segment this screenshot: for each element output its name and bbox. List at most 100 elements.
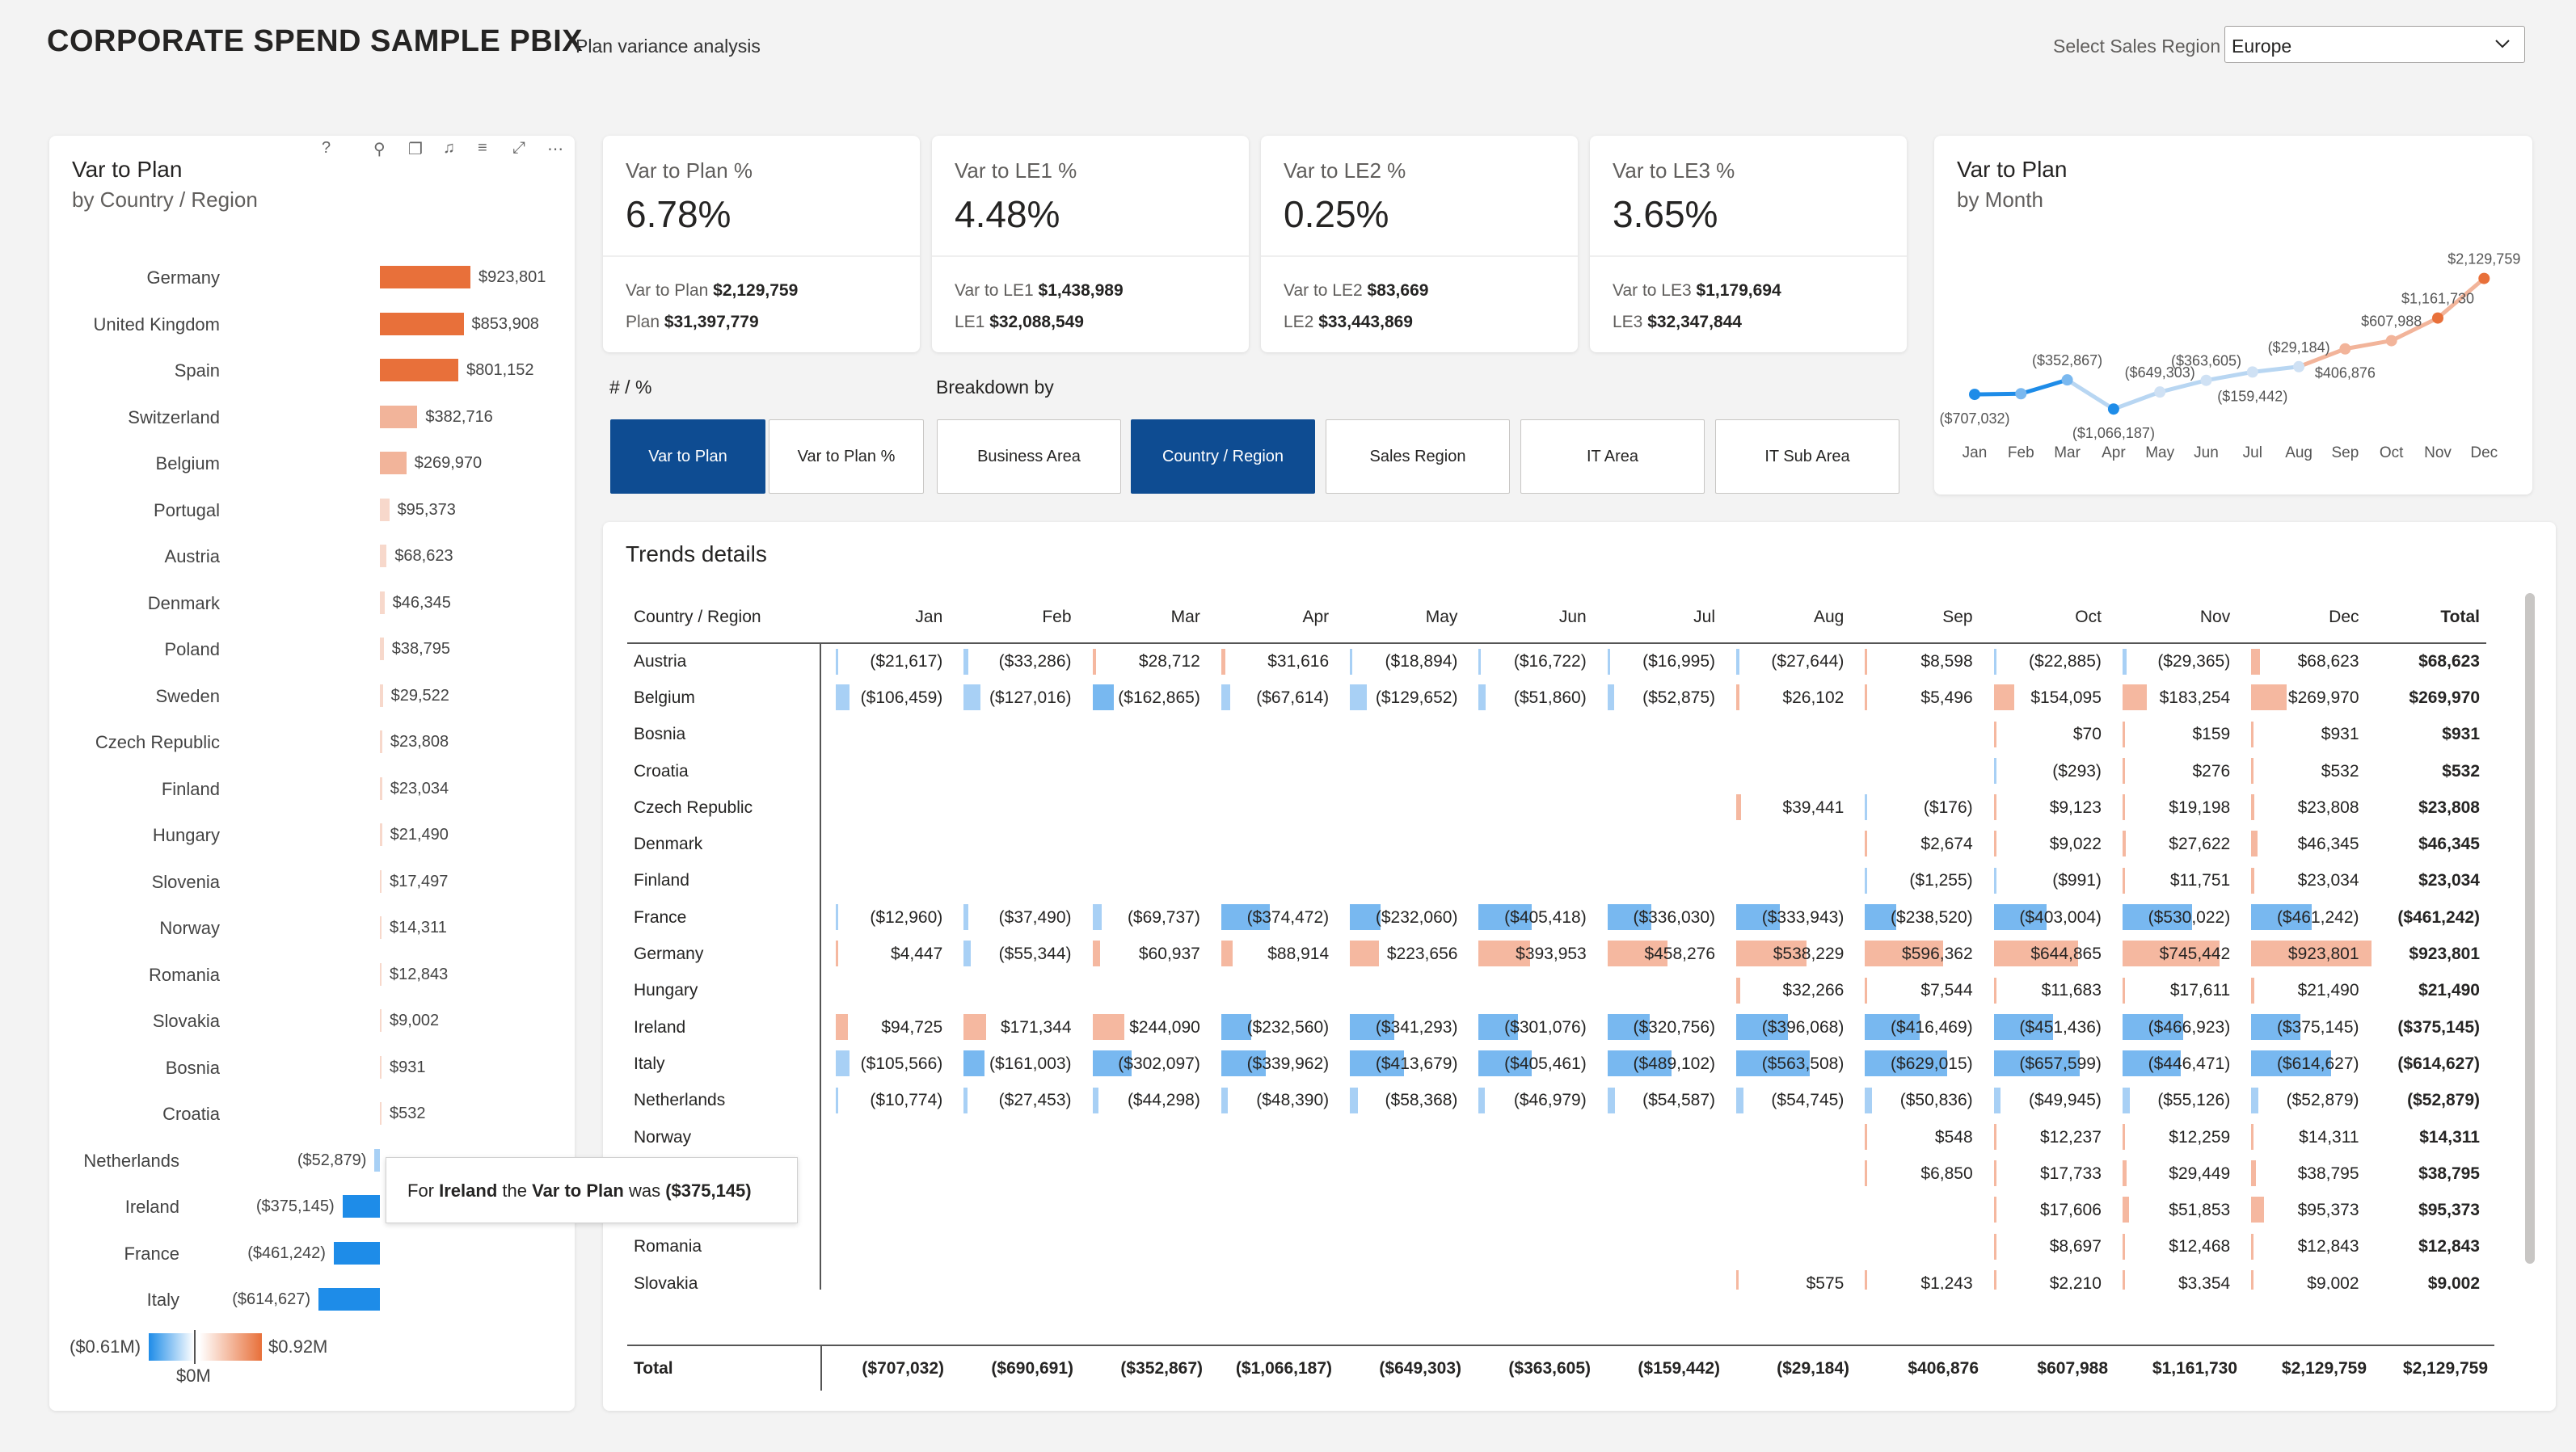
kpi-card[interactable]: Var to Plan % 6.78% Var to Plan $2,129,759… bbox=[603, 136, 920, 352]
table-cell: ($657,599) bbox=[1979, 1046, 2108, 1082]
more-options-icon[interactable]: ⋯ bbox=[547, 141, 563, 158]
column-header[interactable]: Country / Region bbox=[627, 591, 820, 644]
country-bar[interactable] bbox=[380, 684, 383, 707]
help-icon[interactable]: ? bbox=[322, 139, 331, 157]
country-bar[interactable] bbox=[380, 452, 407, 474]
table-row[interactable]: Finland ($1,255) ($991) $11,751 $23,034 $23,0… bbox=[627, 862, 2486, 900]
column-header[interactable]: Oct bbox=[1979, 591, 2108, 644]
vertical-scrollbar[interactable] bbox=[2525, 593, 2535, 1264]
table-row[interactable]: Norway $548 $12,237 $12,259 $14,311 $14,311 bbox=[627, 1118, 2486, 1156]
table-row[interactable]: Denmark $2,674 $9,022 $27,622 $46,345 $46,345 bbox=[627, 826, 2486, 863]
column-header[interactable]: Nov bbox=[2107, 591, 2237, 644]
country-bar[interactable] bbox=[380, 545, 387, 567]
cell-value: $244,090 bbox=[1129, 1017, 1200, 1037]
table-row[interactable]: Croatia ($293) $276 $532 $532 bbox=[627, 752, 2486, 790]
country-bar[interactable] bbox=[380, 730, 382, 753]
column-header[interactable]: Mar bbox=[1077, 591, 1207, 644]
cell-value: ($293) bbox=[2052, 761, 2102, 781]
trends-details-visual[interactable]: Trends details Country / Region Jan Feb Mar… bbox=[603, 522, 2556, 1411]
table-row[interactable]: Italy ($105,566) ($161,003) ($302,097) ($339… bbox=[627, 1046, 2486, 1083]
kpi-card[interactable]: Var to LE2 % 0.25% Var to LE2 $83,669 LE2 $… bbox=[1261, 136, 1578, 352]
column-header[interactable]: Total bbox=[2365, 591, 2486, 644]
column-header[interactable]: Jan bbox=[820, 591, 950, 644]
table-row[interactable]: Bosnia $70 $159 $931 $931 bbox=[627, 716, 2486, 753]
focus-mode-icon[interactable]: ⤢ bbox=[512, 139, 525, 157]
column-header[interactable]: Apr bbox=[1206, 591, 1336, 644]
var-to-plan-by-month-visual[interactable]: Var to Plan by Month ($707,032) Jan Feb ($3… bbox=[1934, 136, 2532, 495]
breakdown-toggle-button[interactable]: IT Area bbox=[1520, 419, 1705, 494]
table-row[interactable]: Slovakia $575 $1,243 $2,210 $3,354 $9,002 $9,0… bbox=[627, 1265, 2486, 1290]
table-cell: $159 bbox=[2108, 717, 2237, 753]
country-bar[interactable] bbox=[342, 1195, 380, 1218]
table-cell bbox=[1078, 789, 1207, 826]
country-bar[interactable] bbox=[380, 823, 382, 846]
country-bar[interactable] bbox=[318, 1288, 380, 1311]
trends-table-viewport[interactable]: Country / Region Jan Feb Mar Apr May Jun Jul Aug… bbox=[627, 591, 2486, 1290]
table-row[interactable]: Austria ($21,617) ($33,286) $28,712 $31,616 (… bbox=[627, 643, 2486, 680]
cell-value: ($161,003) bbox=[989, 1054, 1072, 1073]
table-row[interactable]: Czech Republic $39,441 ($176) $9,123 $19,198… bbox=[627, 789, 2486, 827]
column-header[interactable]: Aug bbox=[1722, 591, 1851, 644]
country-bar[interactable] bbox=[380, 312, 464, 335]
table-cell bbox=[1335, 826, 1464, 862]
country-bar[interactable] bbox=[380, 359, 459, 381]
cell-data-bar bbox=[2251, 1270, 2254, 1290]
table-row[interactable]: Belgium ($106,459) ($127,016) ($162,865) ($6… bbox=[627, 680, 2486, 717]
country-bar[interactable] bbox=[380, 498, 390, 521]
cell-value: $183,254 bbox=[2159, 688, 2231, 707]
table-row[interactable]: Portugal$17,606$51,853$95,373$95,373 bbox=[627, 1192, 2486, 1229]
breakdown-toggle-button[interactable]: IT Sub Area bbox=[1715, 419, 1899, 494]
country-bar[interactable] bbox=[380, 1102, 382, 1125]
column-header[interactable]: Jul bbox=[1592, 591, 1722, 644]
cell-data-bar bbox=[1993, 649, 1997, 675]
column-header[interactable]: Sep bbox=[1850, 591, 1979, 644]
kpi-card[interactable]: Var to LE3 % 3.65% Var to LE3 $1,179,694 LE… bbox=[1590, 136, 1907, 352]
cell-data-bar bbox=[1993, 904, 2047, 931]
column-header[interactable]: May bbox=[1335, 591, 1465, 644]
bell-icon[interactable]: ♫ bbox=[443, 139, 455, 157]
sales-region-dropdown[interactable]: Europe bbox=[2224, 26, 2525, 63]
table-row[interactable]: Romania $8,697 $12,468 $12,843 $12,843 bbox=[627, 1228, 2486, 1266]
measure-toggle-button[interactable]: Var to Plan % bbox=[769, 419, 924, 494]
country-bar[interactable] bbox=[380, 591, 385, 614]
table-cell bbox=[820, 1155, 949, 1192]
kpi-card[interactable]: Var to LE1 % 4.48% Var to LE1 $1,438,989 LE… bbox=[932, 136, 1249, 352]
cell-data-bar bbox=[2251, 867, 2254, 894]
country-bar[interactable] bbox=[380, 869, 382, 893]
cell-data-bar bbox=[1865, 1160, 1868, 1187]
country-bar[interactable] bbox=[333, 1241, 380, 1265]
x-tick-label: Mar bbox=[2054, 444, 2081, 461]
cell-data-bar bbox=[2251, 831, 2258, 857]
breakdown-toggle-button[interactable]: Business Area bbox=[937, 419, 1121, 494]
country-bar[interactable] bbox=[374, 1148, 380, 1172]
cell-value: ($301,076) bbox=[1504, 1017, 1587, 1037]
table-row[interactable]: Netherlands ($10,774) ($27,453) ($44,298) ($… bbox=[627, 1082, 2486, 1119]
copy-icon[interactable]: ❐ bbox=[408, 141, 423, 158]
country-bar[interactable] bbox=[380, 1055, 382, 1079]
cell-value: $12,843 bbox=[2297, 1237, 2359, 1256]
pin-icon[interactable]: ⚲ bbox=[373, 141, 386, 158]
column-header[interactable]: Jun bbox=[1464, 591, 1593, 644]
country-bar[interactable] bbox=[380, 638, 384, 660]
row-total: $923,801 bbox=[2409, 945, 2480, 964]
country-bar[interactable] bbox=[380, 1009, 382, 1032]
table-row[interactable]: Ireland $94,725 $171,344 $244,090 ($232,560)… bbox=[627, 1008, 2486, 1046]
table-row[interactable]: Germany $4,447 ($55,344) $60,937 $88,914 $223… bbox=[627, 936, 2486, 973]
country-bar[interactable] bbox=[380, 405, 418, 428]
country-bar[interactable] bbox=[380, 266, 470, 288]
breakdown-toggle-button[interactable]: Country / Region bbox=[1131, 419, 1315, 494]
country-bar[interactable] bbox=[380, 962, 382, 986]
column-header[interactable]: Feb bbox=[949, 591, 1078, 644]
country-bar[interactable] bbox=[380, 777, 382, 800]
cell-data-bar bbox=[1221, 1050, 1266, 1077]
filter-icon[interactable]: ≡ bbox=[478, 139, 487, 157]
table-row[interactable]: France ($12,960) ($37,490) ($69,737) ($374,4… bbox=[627, 899, 2486, 936]
country-bar[interactable] bbox=[380, 916, 382, 939]
country-label: Belgium bbox=[155, 453, 220, 473]
country-label: Czech Republic bbox=[95, 732, 220, 752]
column-header[interactable]: Dec bbox=[2237, 591, 2366, 644]
table-row[interactable]: Hungary $32,266 $7,544 $11,683 $17,611 $21,49… bbox=[627, 972, 2486, 1009]
measure-toggle-button[interactable]: Var to Plan bbox=[610, 419, 765, 494]
breakdown-toggle-button[interactable]: Sales Region bbox=[1326, 419, 1510, 494]
table-row[interactable]: Poland$6,850$17,733$29,449$38,795$38,795 bbox=[627, 1155, 2486, 1193]
